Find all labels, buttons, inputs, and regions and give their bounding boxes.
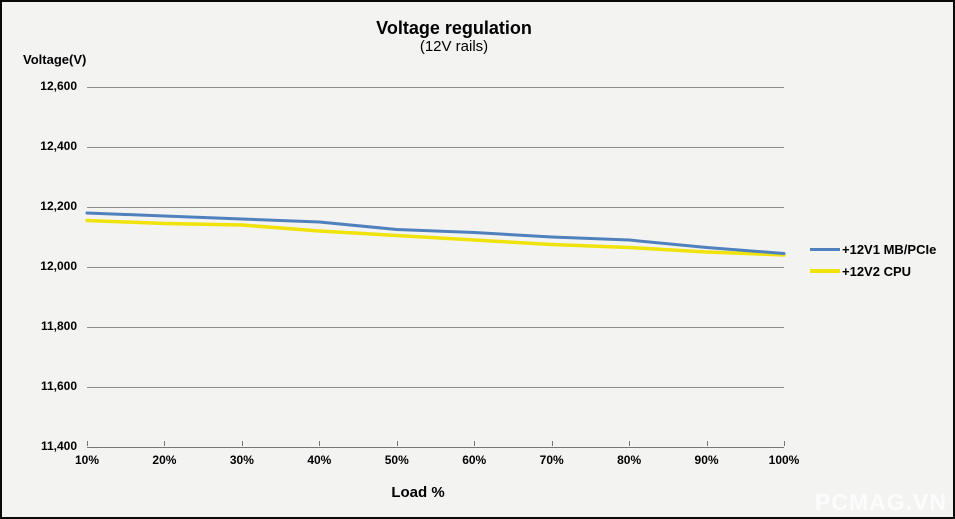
x-axis-tick-label: 20% (152, 453, 177, 467)
x-axis-tick-label: 80% (617, 453, 642, 467)
y-axis-tick-label: 11,800 (40, 319, 77, 333)
series-line-12v1 (85, 211, 786, 255)
gridline (87, 207, 784, 208)
x-tick-mark (319, 441, 321, 446)
x-tick-mark (706, 441, 708, 446)
x-axis-tick-label: 50% (384, 453, 409, 467)
x-axis-line (87, 447, 784, 448)
gridline (87, 387, 784, 388)
x-tick-mark (784, 441, 785, 446)
x-axis-tick-label: 10% (74, 453, 100, 467)
x-tick-mark (629, 441, 631, 446)
y-axis-tick-label: 12,000 (40, 259, 77, 273)
legend-line-yellow-icon (810, 269, 840, 273)
x-axis-tick-label: 30% (229, 453, 254, 467)
x-tick-mark (164, 441, 166, 446)
y-axis-tick-label: 12,400 (40, 139, 77, 153)
gridline (87, 87, 784, 88)
plot-area (85, 87, 786, 448)
x-axis-tick-label: 60% (462, 453, 487, 467)
chart-subtitle: (12V rails) (419, 38, 489, 55)
legend: +12V1 MB/PCIe +12V2 CPU (810, 238, 936, 282)
y-axis-title: Voltage(V) (23, 52, 87, 67)
y-axis-tick-label: 12,200 (40, 199, 77, 213)
legend-item-12v1: +12V1 MB/PCIe (810, 238, 936, 260)
x-tick-mark (87, 441, 88, 446)
y-axis-tick-label: 12,600 (40, 79, 77, 93)
y-axis-tick-label: 11,400 (40, 439, 77, 453)
x-tick-mark (241, 441, 243, 446)
x-axis-tick-label: 70% (539, 453, 564, 467)
x-tick-mark (551, 441, 553, 446)
gridline (87, 267, 784, 268)
x-axis-tick-label: 90% (694, 453, 719, 467)
legend-line-blue-icon (810, 247, 840, 251)
y-axis-tick-label: 11,600 (40, 379, 77, 393)
legend-label-12v2: +12V2 CPU (842, 263, 912, 279)
x-axis-title: Load % (391, 484, 445, 501)
gridline (87, 327, 784, 328)
x-axis-tick-label: 100% (768, 453, 800, 467)
legend-label-12v1: +12V1 MB/PCIe (842, 241, 937, 257)
watermark: PCMAG.VN (815, 489, 947, 515)
legend-item-12v2: +12V2 CPU (810, 260, 936, 282)
series-lines (85, 211, 786, 257)
x-axis-tick-label: 40% (307, 453, 332, 467)
x-tick-mark (396, 441, 398, 446)
series-line-12v2 (85, 218, 786, 257)
x-tick-mark (474, 441, 476, 446)
gridline (87, 147, 784, 148)
chart-title: Voltage regulation (376, 18, 532, 38)
